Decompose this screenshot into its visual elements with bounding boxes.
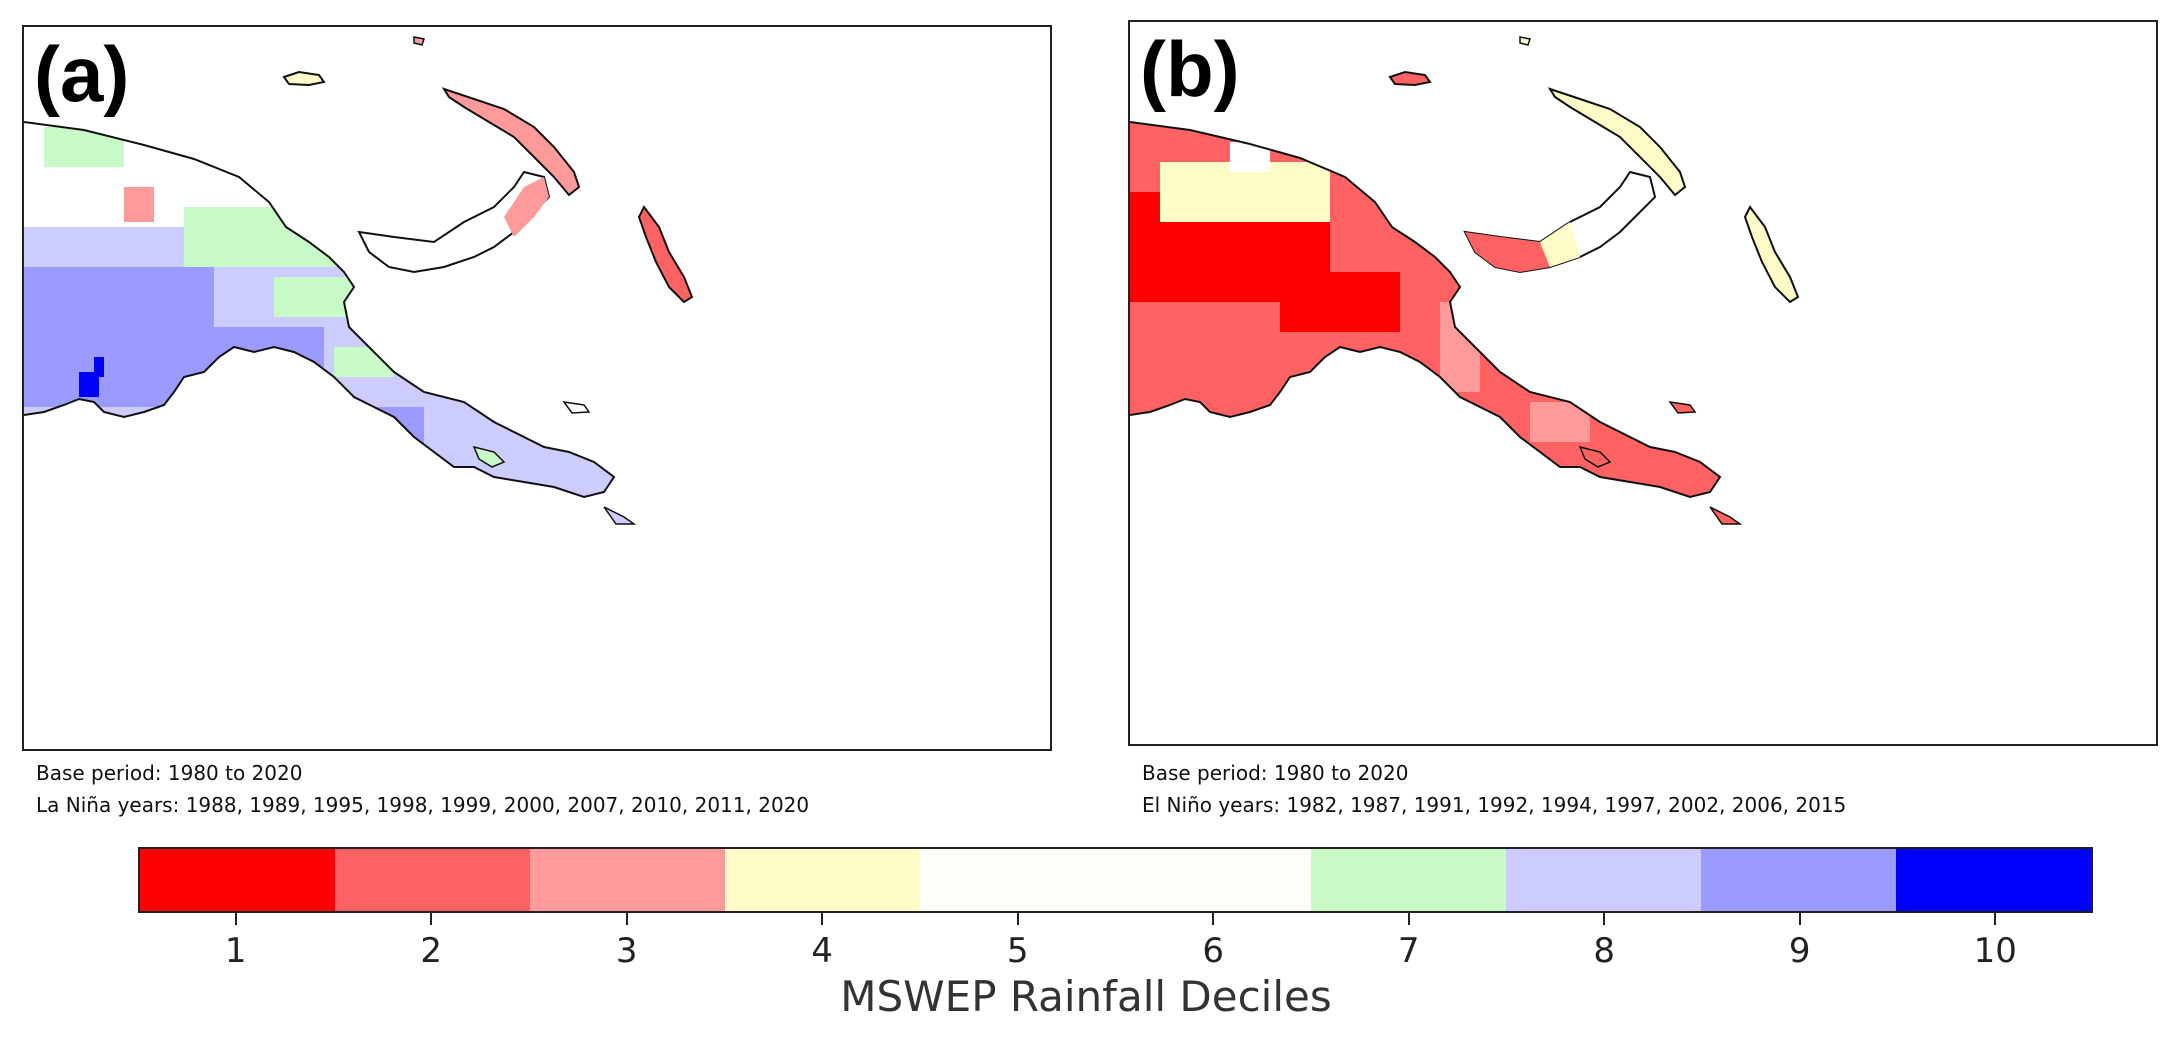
island-new-ireland-b xyxy=(1547,87,1687,197)
panel-label-b: (b) xyxy=(1140,25,1240,113)
island-small-a2 xyxy=(562,400,591,414)
caption-b: Base period: 1980 to 2020 El Niño years:… xyxy=(1142,757,1846,821)
mainland-b-fill xyxy=(1130,122,1720,497)
colorbar-tick-10 xyxy=(1994,913,1997,925)
colorbar-tick-label-1: 1 xyxy=(224,931,247,971)
island-small-a4 xyxy=(413,36,425,46)
colorbar-tick-1 xyxy=(234,913,237,925)
island-small-b2 xyxy=(1668,400,1697,414)
map-a-svg xyxy=(24,36,694,525)
caption-a: Base period: 1980 to 2020 La Niña years:… xyxy=(36,757,809,821)
colorbar-tick-5 xyxy=(1016,913,1019,925)
colorbar-tick-9 xyxy=(1798,913,1801,925)
island-bougainville-b xyxy=(1743,205,1800,304)
panel-label-a: (a) xyxy=(34,30,130,118)
mainland-a-fill xyxy=(24,122,614,497)
map-panel-a: (a) xyxy=(22,25,1052,751)
island-new-ireland-a xyxy=(441,87,581,197)
caption-a-base-period: Base period: 1980 to 2020 xyxy=(36,761,303,785)
coastline-mainland-b xyxy=(1130,121,1722,499)
island-small-a3 xyxy=(603,506,637,525)
island-bougainville-a xyxy=(637,205,694,304)
caption-a-years: La Niña years: 1988, 1989, 1995, 1998, 1… xyxy=(36,793,810,817)
new-britain-east-a xyxy=(504,177,549,237)
colorbar-tick-8 xyxy=(1603,913,1606,925)
colorbar-tick-label-10: 10 xyxy=(1973,931,2017,971)
map-panel-b: (b) xyxy=(1128,20,2158,746)
caption-b-base-period: Base period: 1980 to 2020 xyxy=(1142,761,1409,785)
colorbar-tick-label-3: 3 xyxy=(615,931,638,971)
island-small-a1 xyxy=(472,445,506,468)
colorbar-segment-8 xyxy=(1505,849,1701,911)
colorbar-ticks: 1 2 3 4 5 6 7 8 9 10 xyxy=(138,913,2093,973)
colorbar xyxy=(138,847,2093,913)
coastline-mainland-a xyxy=(24,121,616,499)
colorbar-segment-7 xyxy=(1310,849,1506,911)
map-b-svg xyxy=(1130,36,1800,525)
colorbar-segment-4 xyxy=(725,849,921,911)
colorbar-tick-2 xyxy=(430,913,433,925)
island-small-b4 xyxy=(1519,36,1531,46)
colorbar-tick-label-2: 2 xyxy=(420,931,443,971)
island-small-b1 xyxy=(1578,445,1612,468)
colorbar-tick-7 xyxy=(1407,913,1410,925)
colorbar-tick-label-8: 8 xyxy=(1593,931,1616,971)
colorbar-tick-6 xyxy=(1212,913,1215,925)
colorbar-segment-2 xyxy=(335,849,531,911)
colorbar-tick-label-7: 7 xyxy=(1397,931,1420,971)
new-britain-mid-b xyxy=(1540,222,1580,267)
colorbar-tick-label-6: 6 xyxy=(1202,931,1225,971)
colorbar-tick-label-9: 9 xyxy=(1788,931,1811,971)
colorbar-tick-label-5: 5 xyxy=(1006,931,1029,971)
caption-b-years: El Niño years: 1982, 1987, 1991, 1992, 1… xyxy=(1142,793,1847,817)
colorbar-segment-10 xyxy=(1895,849,2091,911)
island-manus-b xyxy=(1388,70,1432,87)
colorbar-segment-5-6 xyxy=(920,849,1311,911)
colorbar-title: MSWEP Rainfall Deciles xyxy=(840,972,1332,1021)
new-britain-west-b xyxy=(1465,232,1550,272)
colorbar-tick-3 xyxy=(625,913,628,925)
colorbar-segment-9 xyxy=(1700,849,1896,911)
colorbar-tick-4 xyxy=(821,913,824,925)
island-small-b3 xyxy=(1709,506,1743,525)
colorbar-segment-1 xyxy=(140,849,336,911)
island-manus-a xyxy=(282,70,326,87)
colorbar-segment-3 xyxy=(530,849,726,911)
colorbar-tick-label-4: 4 xyxy=(811,931,834,971)
